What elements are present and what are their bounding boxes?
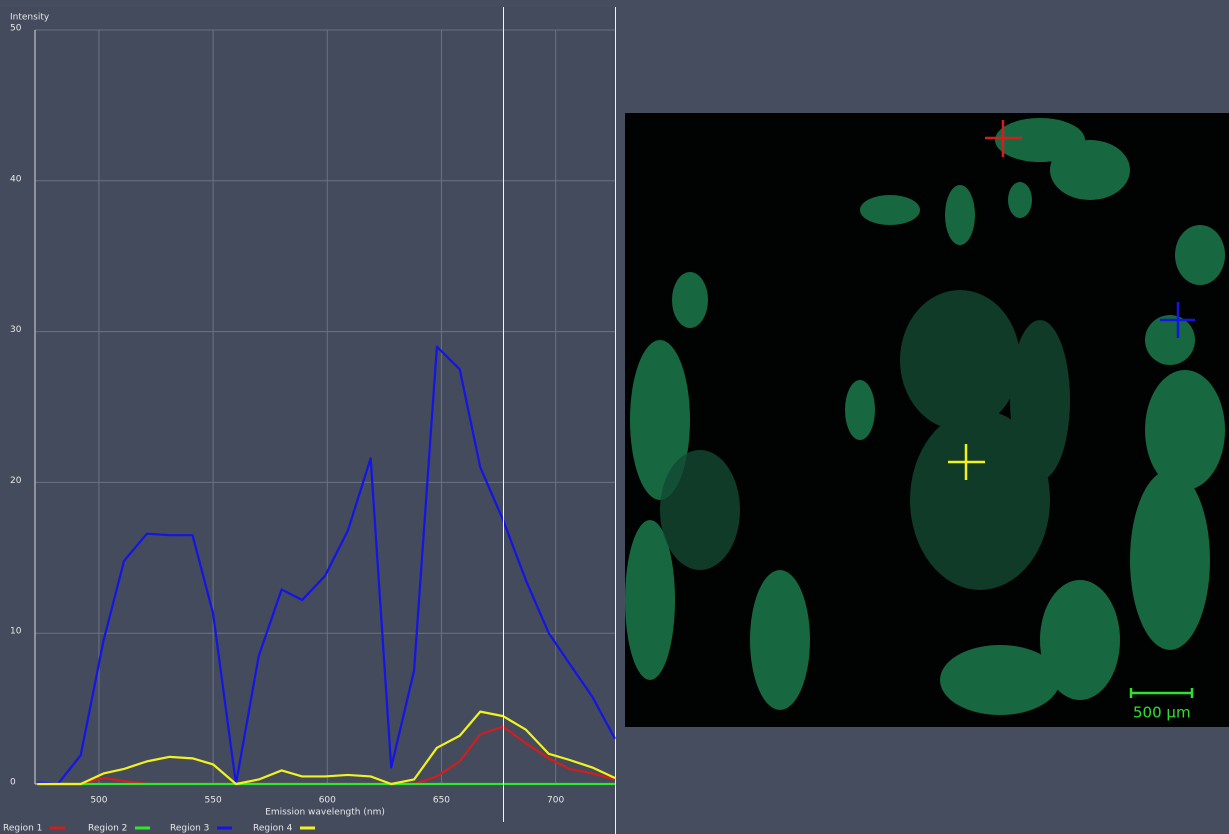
y-tick-label: 10 (10, 627, 22, 637)
x-tick-label: 500 (90, 796, 107, 806)
legend-label: Region 4 (253, 824, 293, 834)
page: Intensity Emission wavelength (nm) 0 10 20… (0, 0, 1229, 834)
legend-label: Region 2 (88, 824, 127, 834)
y-tick-label: 40 (10, 174, 22, 184)
legend-label: Region 1 (3, 824, 42, 834)
x-tick-label: 650 (433, 796, 450, 806)
y-axis-title: Intensity (10, 13, 50, 23)
y-tick-label: 0 (10, 778, 16, 788)
y-tick-label: 30 (10, 325, 22, 335)
x-tick-label: 700 (547, 796, 564, 806)
y-tick-label: 20 (10, 476, 22, 486)
y-tick-label: 50 (10, 24, 22, 34)
x-axis-title: Emission wavelength (nm) (265, 808, 385, 818)
x-tick-label: 600 (319, 796, 336, 806)
app-view: Intensity Emission wavelength (nm) 0 10 20… (0, 0, 1229, 834)
x-tick-label: 550 (205, 796, 222, 806)
legend-label: Region 3 (170, 824, 209, 834)
microscope-image (625, 113, 1229, 727)
image-view: 500 µm (625, 113, 1229, 727)
plot-panel (0, 7, 615, 834)
scale-bar-label: 500 µm (1133, 704, 1191, 722)
